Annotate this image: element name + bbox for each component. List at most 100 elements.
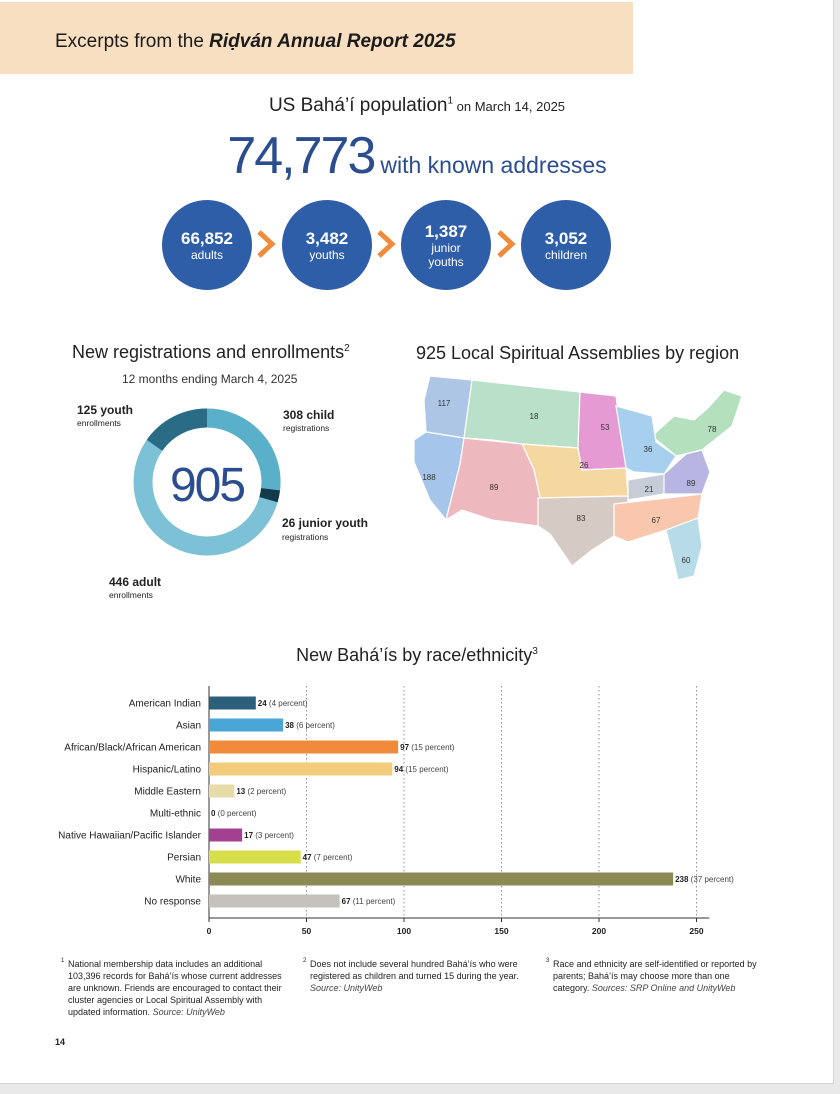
footnote-text: Does not include several hundred Bahá’ís… (310, 959, 519, 981)
bar-value-label: 17 (3 percent) (244, 831, 294, 840)
map-region (445, 437, 541, 527)
bar-value-label: 67 (11 percent) (342, 897, 396, 906)
map-region-label: 36 (644, 445, 653, 454)
header-banner: Excerpts from the Riḍván Annual Report 2… (0, 2, 633, 74)
bar (209, 850, 301, 864)
us-regions-map: 117 18 53 78 36 26 188 89 21 89 83 67 60 (413, 375, 743, 581)
category-label: Hispanic/Latino (133, 765, 202, 776)
category-label: American Indian (129, 699, 201, 710)
donut-label-junior-youth: 26 junior youth registrations (282, 517, 392, 544)
registrations-title: New registrations and enrollments2 (72, 342, 350, 363)
map-region (651, 389, 743, 457)
population-title: US Bahá’í population1 on March 14, 2025 (0, 95, 834, 117)
population-circle-children: 3,052 children (521, 200, 611, 290)
segment-label: enrollments (109, 590, 153, 600)
page-number: 14 (55, 1037, 66, 1047)
footnote-marker: 1 (61, 958, 65, 964)
donut-segment-child (206, 408, 281, 491)
map-region (615, 405, 677, 475)
circle-number: 3,482 (305, 228, 349, 248)
circle-label: adults (190, 247, 224, 262)
footnote-3: 3 Race and ethnicity are self-identified … (546, 958, 768, 994)
bar (209, 872, 674, 886)
category-label: No response (144, 897, 201, 908)
population-total: 74,773 (227, 127, 376, 185)
registrations-title-text: New registrations and enrollments (72, 342, 345, 362)
bar (209, 894, 340, 908)
footnote-1: 1 National membership data includes an ad… (61, 958, 296, 1018)
banner-title: Excerpts from the Riḍván Annual Report 2… (55, 31, 456, 53)
category-label: Native Hawaiian/Pacific Islander (58, 831, 202, 842)
bar-value-label: 94 (15 percent) (394, 765, 449, 774)
bar-value-label: 38 (6 percent) (285, 721, 335, 730)
map-region-label: 53 (601, 423, 610, 432)
segment-label: registrations (282, 532, 329, 542)
donut-total: 905 (170, 459, 244, 512)
map-region-label: 67 (652, 516, 661, 525)
circle-label: children (544, 247, 588, 262)
assemblies-title: 925 Local Spiritual Assemblies by region (416, 343, 740, 363)
footnote-2: 2 Does not include several hundred Bahá’í… (303, 958, 538, 994)
category-label: Multi-ethnic (150, 809, 201, 820)
race-chart-title: New Bahá’ís by race/ethnicity3 (0, 645, 834, 666)
circle-number: 3,052 (544, 228, 588, 248)
registrations-subtitle: 12 months ending March 4, 2025 (122, 372, 298, 386)
x-tick-label: 100 (397, 926, 411, 936)
x-tick-label: 150 (494, 926, 508, 936)
bar-value-label: 238 (37 percent) (675, 875, 734, 884)
map-region (663, 449, 711, 495)
map-region-label: 89 (687, 479, 696, 488)
map-region-label: 78 (708, 425, 717, 434)
population-title-text: US Bahá’í population (268, 95, 448, 116)
population-total-suffix: with known addresses (380, 152, 607, 178)
chevron-right-icon (497, 230, 516, 258)
bar-value-label: 13 (2 percent) (236, 787, 286, 796)
footnote-ref-3: 3 (532, 646, 538, 657)
segment-number: 308 child (283, 408, 335, 422)
race-chart-title-text: New Bahá’ís by race/ethnicity (296, 645, 533, 665)
bar-value-label: 0 (0 percent) (211, 809, 257, 818)
x-tick-label: 200 (592, 926, 606, 936)
population-total-row: 74,773 with known addresses (0, 126, 834, 186)
population-date: on March 14, 2025 (453, 99, 566, 114)
category-label: Middle Eastern (134, 787, 201, 798)
map-region-label: 60 (682, 556, 691, 565)
footnote-text: National membership data includes an add… (68, 959, 282, 1017)
bar-value-label: 97 (15 percent) (400, 743, 455, 752)
footnote-ref-2: 2 (344, 343, 350, 354)
x-tick-label: 250 (689, 926, 703, 936)
map-region-label: 18 (530, 412, 539, 421)
chevron-right-icon (257, 230, 276, 258)
donut-label-adult: 446 adult enrollments (109, 576, 161, 602)
bar (209, 784, 235, 798)
donut-label-youth: 125 youth enrollments (77, 404, 133, 430)
map-region (537, 495, 629, 567)
footnote-text: Race and ethnicity are self-identified o… (553, 959, 757, 993)
circle-label: youths (309, 247, 345, 262)
race-ethnicity-bar-chart: 0 50 100 150 200 250 American Indian 24 (4 perc… (58, 686, 734, 936)
map-region-label: 21 (645, 485, 654, 494)
circle-number: 66,852 (181, 228, 233, 248)
footnote-ref-1: 1 (447, 95, 454, 107)
map-region-label: 117 (438, 399, 451, 408)
map-region-label: 188 (422, 473, 436, 482)
bar (209, 696, 256, 710)
category-label: White (175, 875, 201, 886)
population-circle-adults: 66,852 adults (162, 200, 252, 290)
bar (209, 762, 393, 776)
bar (209, 740, 399, 754)
donut-segment-youth (146, 408, 208, 452)
donut-label-child: 308 child registrations (283, 409, 334, 435)
circle-number: 1,387 (424, 221, 468, 241)
segment-number: 26 junior youth (282, 516, 369, 530)
chevron-right-icon (377, 230, 396, 258)
bar (209, 828, 243, 842)
segment-number: 446 adult (109, 575, 162, 589)
bar-value-label: 24 (4 percent) (258, 699, 308, 708)
category-label: African/Black/African American (64, 743, 201, 754)
footnote-source: Source: UnityWeb (152, 1007, 225, 1017)
x-tick-label: 50 (302, 926, 312, 936)
segment-number: 125 youth (77, 403, 134, 417)
population-circle-youths: 3,482 youths (282, 200, 372, 290)
